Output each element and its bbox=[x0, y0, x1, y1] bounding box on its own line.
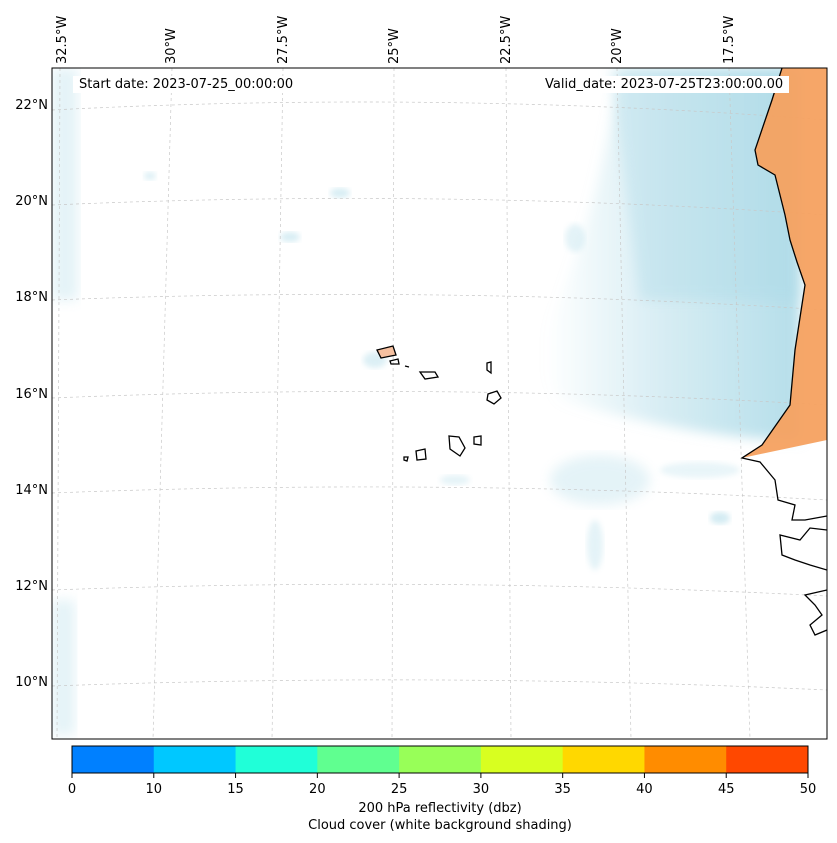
colorbar-subtitle: Cloud cover (white background shading) bbox=[308, 818, 572, 833]
start-date-label: Start date: 2023-07-25_00:00:00 bbox=[73, 76, 300, 93]
lat-label-10n: 10°N bbox=[15, 675, 48, 690]
lat-label-12n: 12°N bbox=[15, 579, 48, 594]
colorbar-tick-label: 20 bbox=[309, 782, 326, 797]
lat-label-20n: 20°N bbox=[15, 194, 48, 209]
lat-label-22n: 22°N bbox=[15, 98, 48, 113]
colorbar-segment bbox=[562, 746, 645, 773]
colorbar-tick-label: 40 bbox=[636, 782, 653, 797]
colorbar-title: 200 hPa reflectivity (dbz) bbox=[358, 801, 522, 816]
cabo-verde-islands bbox=[376, 345, 502, 462]
coastline-africa bbox=[740, 68, 827, 636]
lon-label-20w: 20°W bbox=[610, 28, 625, 64]
colorbar bbox=[71, 746, 809, 778]
lat-label-18n: 18°N bbox=[15, 290, 48, 305]
land-reflectivity-area bbox=[742, 68, 827, 458]
lat-label-14n: 14°N bbox=[15, 483, 48, 498]
colorbar-frame bbox=[71, 745, 809, 774]
colorbar-segment bbox=[726, 746, 809, 773]
graticule bbox=[52, 68, 827, 739]
colorbar-tick-label: 50 bbox=[799, 782, 817, 797]
lat-label-16n: 16°N bbox=[15, 387, 48, 402]
lon-label-32-5w: 32.5°W bbox=[55, 15, 70, 64]
colorbar-segment bbox=[480, 746, 564, 773]
colorbar-tick-label: 45 bbox=[717, 782, 735, 797]
colorbar-tick-label: 10 bbox=[145, 782, 163, 797]
lon-label-22-5w: 22.5°W bbox=[499, 15, 514, 64]
colorbar-tick-label: 30 bbox=[472, 782, 490, 797]
colorbar-tick-label: 0 bbox=[67, 782, 77, 797]
colorbar-segment bbox=[72, 746, 155, 773]
colorbar-tick-label: 15 bbox=[227, 782, 244, 797]
lon-label-27-5w: 27.5°W bbox=[276, 15, 291, 64]
colorbar-segment bbox=[317, 746, 400, 773]
colorbar-segment bbox=[235, 746, 318, 773]
lon-label-30w: 30°W bbox=[164, 28, 179, 64]
map-frame bbox=[51, 67, 828, 740]
colorbar-tick-label: 25 bbox=[390, 782, 408, 797]
lon-label-25w: 25°W bbox=[387, 28, 402, 64]
cloud-cover-shading bbox=[52, 68, 800, 735]
lon-label-17-5w: 17.5°W bbox=[722, 15, 737, 64]
colorbar-tick-label: 35 bbox=[554, 782, 571, 797]
valid-date-label: Valid_date: 2023-07-25T23:00:00.00 bbox=[539, 76, 790, 93]
colorbar-segment bbox=[644, 746, 727, 773]
colorbar-segment bbox=[153, 746, 237, 773]
colorbar-segment bbox=[399, 746, 482, 773]
map-area bbox=[52, 68, 827, 739]
